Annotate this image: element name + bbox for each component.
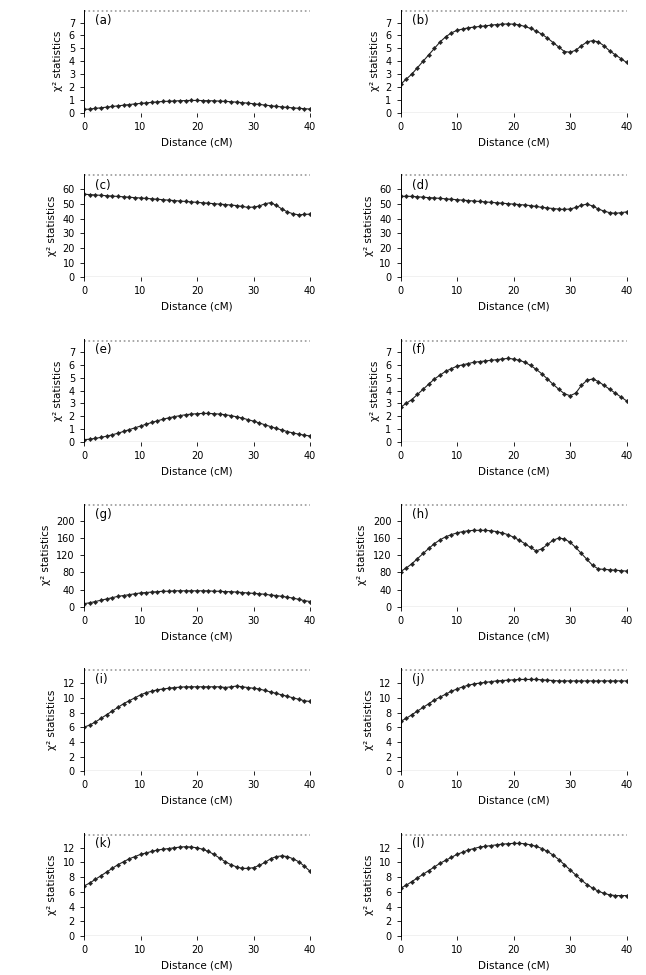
Text: (a): (a) (96, 14, 112, 27)
Text: (i): (i) (96, 673, 108, 685)
Y-axis label: χ² statistics: χ² statistics (53, 31, 63, 92)
Y-axis label: χ² statistics: χ² statistics (364, 689, 373, 750)
Text: (k): (k) (96, 838, 111, 850)
Text: (f): (f) (412, 343, 425, 356)
Text: (j): (j) (412, 673, 424, 685)
Y-axis label: χ² statistics: χ² statistics (370, 31, 380, 92)
Y-axis label: χ² statistics: χ² statistics (47, 689, 57, 750)
Text: (l): (l) (412, 838, 424, 850)
Y-axis label: χ² statistics: χ² statistics (364, 854, 373, 915)
X-axis label: Distance (cM): Distance (cM) (478, 960, 549, 970)
X-axis label: Distance (cM): Distance (cM) (162, 137, 233, 147)
X-axis label: Distance (cM): Distance (cM) (162, 960, 233, 970)
Y-axis label: χ² statistics: χ² statistics (41, 525, 51, 585)
Y-axis label: χ² statistics: χ² statistics (53, 361, 63, 421)
X-axis label: Distance (cM): Distance (cM) (478, 302, 549, 312)
X-axis label: Distance (cM): Distance (cM) (162, 467, 233, 477)
Text: (c): (c) (96, 178, 111, 191)
X-axis label: Distance (cM): Distance (cM) (478, 137, 549, 147)
X-axis label: Distance (cM): Distance (cM) (162, 796, 233, 806)
Text: (g): (g) (96, 508, 112, 521)
Text: (d): (d) (412, 178, 428, 191)
Text: (b): (b) (412, 14, 428, 27)
X-axis label: Distance (cM): Distance (cM) (478, 467, 549, 477)
Text: (e): (e) (96, 343, 112, 356)
X-axis label: Distance (cM): Distance (cM) (162, 631, 233, 642)
Y-axis label: χ² statistics: χ² statistics (370, 361, 380, 421)
X-axis label: Distance (cM): Distance (cM) (478, 796, 549, 806)
Y-axis label: χ² statistics: χ² statistics (364, 196, 373, 256)
X-axis label: Distance (cM): Distance (cM) (162, 302, 233, 312)
Text: (h): (h) (412, 508, 428, 521)
X-axis label: Distance (cM): Distance (cM) (478, 631, 549, 642)
Y-axis label: χ² statistics: χ² statistics (47, 196, 57, 256)
Y-axis label: χ² statistics: χ² statistics (357, 525, 368, 585)
Y-axis label: χ² statistics: χ² statistics (47, 854, 57, 915)
